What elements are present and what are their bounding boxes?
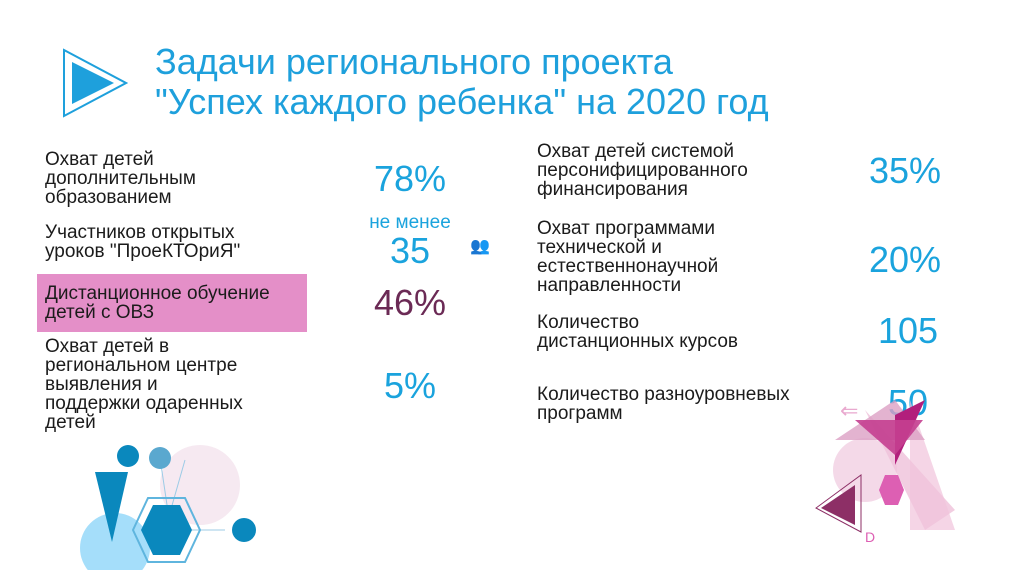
left-value-1: 35: [389, 230, 431, 271]
left-label-2: Дистанционное обучение детей с ОВЗ: [45, 283, 270, 323]
children-icon: 👥: [470, 238, 490, 255]
molecule-decoration: [80, 445, 256, 570]
right-label-3: Количество разноуровневых программ: [537, 384, 790, 424]
highlight-box: [37, 274, 307, 332]
left-label-3: Охват детей в региональном центре выявле…: [45, 336, 243, 433]
left-label-0: Охват детей дополнительным образованием: [45, 149, 196, 208]
svg-text:D: D: [865, 529, 875, 545]
play-triangle-icon: [63, 48, 128, 118]
triangles-decoration: D: [815, 400, 955, 545]
left-label-1: Участников открытых уроков "ПроеКТОриЯ": [45, 222, 241, 262]
left-value-3: 5%: [383, 365, 437, 406]
arrow-left-icon: ⇐: [840, 398, 859, 423]
title-line-1: Задачи регионального проекта: [155, 41, 673, 82]
left-prefix-1: не менее: [369, 212, 451, 233]
right-value-1: 20%: [868, 239, 942, 280]
right-value-2: 105: [877, 310, 939, 351]
right-label-0: Охват детей системой персонифицированног…: [537, 141, 748, 200]
right-label-1: Охват программами технической и естестве…: [537, 218, 719, 296]
left-value-2: 46%: [373, 282, 447, 323]
title-line-2: "Успех каждого ребенка" на 2020 год: [155, 81, 769, 122]
left-value-0: 78%: [373, 158, 447, 199]
right-value-0: 35%: [868, 150, 942, 191]
right-label-2: Количество дистанционных курсов: [537, 312, 738, 352]
slide-title: Задачи регионального проекта "Успех кажд…: [155, 42, 769, 122]
